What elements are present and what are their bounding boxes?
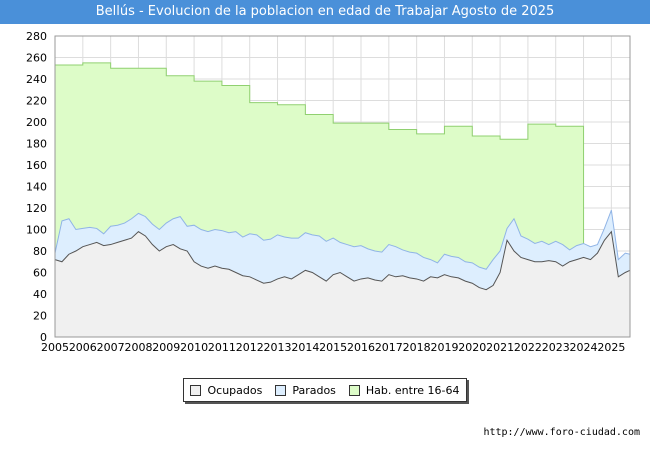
y-tick-label: 60 <box>33 267 47 280</box>
x-tick-label: 2010 <box>180 341 208 354</box>
chart-title: Bellús - Evolucion de la poblacion en ed… <box>0 0 650 24</box>
legend-swatch-parados <box>275 384 287 396</box>
y-tick-label: 180 <box>26 138 47 151</box>
x-tick-label: 2005 <box>41 341 69 354</box>
x-tick-label: 2021 <box>486 341 514 354</box>
chart-area: 0 20 40 60 80 100 120 140 160 180 200 220 240 260 280 2… <box>26 30 631 354</box>
x-tick-label: 2023 <box>542 341 570 354</box>
y-tick-label: 280 <box>26 30 47 43</box>
x-tick-label: 2013 <box>264 341 292 354</box>
y-tick-label: 40 <box>33 288 47 301</box>
line-ocupados <box>54 230 631 291</box>
x-tick-label: 2020 <box>458 341 486 354</box>
x-tick-label: 2015 <box>319 341 347 354</box>
x-tick-label: 2024 <box>570 341 598 354</box>
line-parados <box>54 209 631 270</box>
plot-border <box>54 35 631 338</box>
legend-label-hab: Hab. entre 16-64 <box>365 383 460 397</box>
x-tick-label: 2014 <box>291 341 319 354</box>
x-tick-label: 2012 <box>236 341 264 354</box>
legend-item-hab: Hab. entre 16-64 <box>348 383 460 397</box>
y-tick-label: 0 <box>40 331 47 344</box>
source-link[interactable]: http://www.foro-ciudad.com <box>483 427 640 438</box>
y-tick-label: 260 <box>26 52 47 65</box>
x-tick-label: 2019 <box>430 341 458 354</box>
y-tick-label: 140 <box>26 181 47 194</box>
y-tick-label: 80 <box>33 245 47 258</box>
x-tick-label: 2006 <box>69 341 97 354</box>
y-tick-label: 120 <box>26 202 47 215</box>
x-tick-label: 2007 <box>97 341 125 354</box>
y-tick-label: 160 <box>26 159 47 172</box>
legend-label-ocupados: Ocupados <box>207 383 263 397</box>
y-tick-label: 240 <box>26 73 47 86</box>
x-tick-label: 2009 <box>152 341 180 354</box>
legend-item-parados: Parados <box>275 384 336 397</box>
x-tick-label: 2022 <box>514 341 542 354</box>
legend-label-parados: Parados <box>292 383 336 397</box>
legend-swatch-ocupados <box>190 384 202 396</box>
legend-swatch-hab <box>348 384 360 396</box>
x-tick-label: 2016 <box>347 341 375 354</box>
y-tick-label: 20 <box>33 310 47 323</box>
y-tick-label: 200 <box>26 116 47 129</box>
x-tick-label: 2017 <box>375 341 403 354</box>
y-tick-label: 100 <box>26 224 47 237</box>
x-tick-label: 2018 <box>403 341 431 354</box>
x-tick-label: 2008 <box>124 341 152 354</box>
x-tick-label: 2025 <box>597 341 625 354</box>
legend-item-ocupados: Ocupados <box>190 384 262 397</box>
area-ocupados <box>55 231 630 337</box>
x-tick-label: 2011 <box>208 341 236 354</box>
y-tick-label: 220 <box>26 95 47 108</box>
chart-legend: Ocupados Parados Hab. entre 16-64 <box>183 378 467 402</box>
